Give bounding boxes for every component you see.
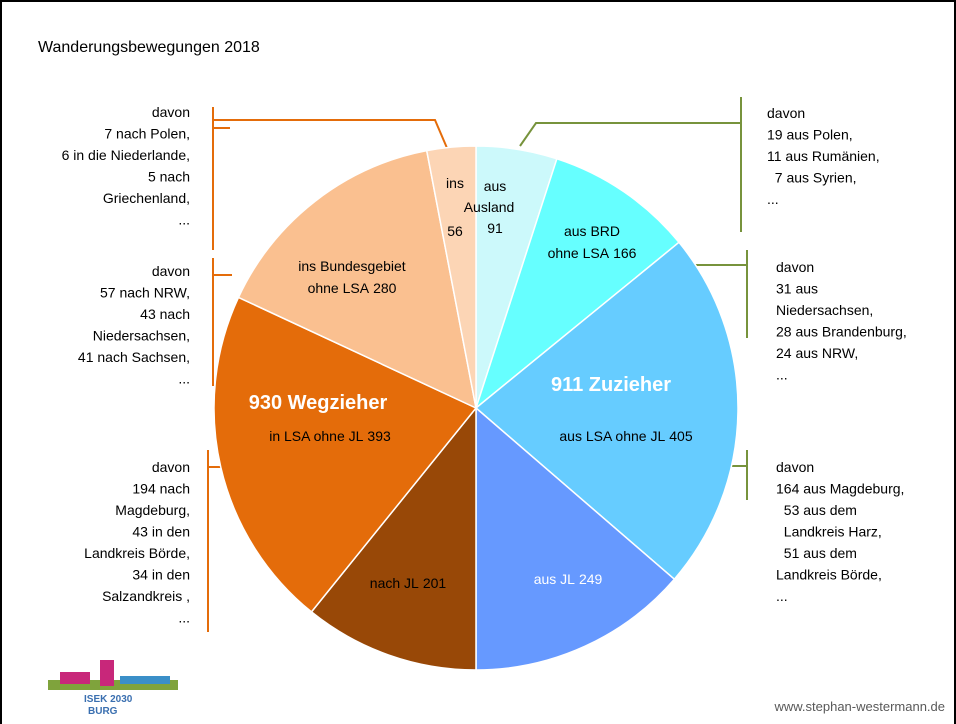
logo xyxy=(48,660,178,690)
group-title: 911 Zuzieher xyxy=(551,374,671,396)
annotation: 31 aus xyxy=(776,281,818,297)
annotation: davon xyxy=(776,259,814,275)
annotation: Magdeburg, xyxy=(115,502,190,518)
slice-label-text: nach JL xyxy=(370,575,419,591)
leader-lines xyxy=(207,97,748,632)
annotation: davon xyxy=(152,104,190,120)
slice-label: ins xyxy=(446,175,464,191)
annotation: 7 aus Syrien, xyxy=(767,170,857,186)
annotation: Salzandkreis , xyxy=(102,588,190,604)
slice-value: 166 xyxy=(613,245,637,261)
annotation: ... xyxy=(178,212,190,228)
slice-label-text: aus LSA ohne JL xyxy=(559,428,665,444)
slice-label-text: 56 xyxy=(447,223,463,239)
annotation: davon xyxy=(152,263,190,279)
slice-label: 91 xyxy=(487,220,503,236)
annotation: 24 aus NRW, xyxy=(776,345,858,361)
annotation: 34 in den xyxy=(132,567,190,583)
slice-label: in LSA ohne JL 393 xyxy=(269,428,391,444)
annotation: 164 aus Magdeburg, xyxy=(776,481,904,497)
pie-slice xyxy=(213,296,478,613)
slice-value: 280 xyxy=(373,280,397,296)
annotation: Niedersachsen, xyxy=(776,302,873,318)
slice-label: ohne LSA 280 xyxy=(308,280,397,296)
slice-value: 393 xyxy=(367,428,391,444)
annotation: 7 nach Polen, xyxy=(104,126,190,142)
annotation: ... xyxy=(776,588,788,604)
annotation: Landkreis Börde, xyxy=(776,567,882,583)
annotation: 194 nach xyxy=(132,481,190,497)
annotation: Landkreis Börde, xyxy=(84,545,190,561)
annotation: 28 aus Brandenburg, xyxy=(776,324,907,340)
slice-label: ins Bundesgebiet xyxy=(298,258,406,274)
slice-label: nach JL 201 xyxy=(370,575,447,591)
slice-label-text: in LSA ohne JL xyxy=(269,428,363,444)
slice-label: 56 xyxy=(447,223,463,239)
annotation: 11 aus Rumänien, xyxy=(767,148,880,164)
slice-label: aus BRD xyxy=(564,223,620,239)
slice-label-text: Ausland xyxy=(464,199,515,215)
annotation: Landkreis Harz, xyxy=(776,524,882,540)
annotation: ... xyxy=(776,367,788,383)
chart-title: Wanderungsbewegungen 2018 xyxy=(38,39,260,56)
annotation: 6 in die Niederlande, xyxy=(62,147,190,163)
pie-slice xyxy=(237,149,478,410)
slice-label: aus xyxy=(484,178,507,194)
slice-label: aus LSA ohne JL 405 xyxy=(559,428,692,444)
annotation: 41 nach Sachsen, xyxy=(78,349,190,365)
slice-label-text: 91 xyxy=(487,220,503,236)
slice-label: aus JL 249 xyxy=(534,571,603,587)
slice-label: ohne LSA 166 xyxy=(548,245,637,261)
pie-slice xyxy=(425,145,477,409)
pie-slice xyxy=(474,241,739,581)
slice-label-text: ins Bundesgebiet xyxy=(298,258,406,274)
annotation: Griechenland, xyxy=(103,190,190,206)
annotation: 43 in den xyxy=(132,524,190,540)
slice-label-text: ins xyxy=(446,175,464,191)
slice-value: 249 xyxy=(579,571,603,587)
annotation: ... xyxy=(767,191,779,207)
slice-value: 405 xyxy=(669,428,693,444)
slice-label-text: ohne LSA xyxy=(548,245,610,261)
slice-value: 201 xyxy=(423,575,447,591)
slice-label-text: aus BRD xyxy=(564,223,620,239)
pie-slice xyxy=(475,406,676,671)
slice-label: Ausland xyxy=(464,199,515,215)
slice-label-text: aus xyxy=(484,178,507,194)
footer: www.stephan-westermann.de xyxy=(773,699,945,714)
annotation: 53 aus dem xyxy=(776,502,857,518)
annotation: 57 nach NRW, xyxy=(100,285,190,301)
annotation: davon xyxy=(767,105,805,121)
slice-label-text: ohne LSA xyxy=(308,280,370,296)
pie-slice xyxy=(474,157,681,411)
annotation: 43 nach xyxy=(140,306,190,322)
logo-text: ISEK 2030 xyxy=(84,694,133,705)
logo-text: BURG xyxy=(88,706,118,717)
group-title: 930 Wegzieher xyxy=(249,392,388,414)
annotation: 19 aus Polen, xyxy=(767,127,853,143)
annotation: 5 nach xyxy=(148,169,190,185)
annotation: ... xyxy=(178,610,190,626)
annotation: davon xyxy=(776,459,814,475)
annotation: 51 aus dem xyxy=(776,545,857,561)
annotation: ... xyxy=(178,371,190,387)
slice-label-text: aus JL xyxy=(534,571,575,587)
annotation: Niedersachsen, xyxy=(93,328,190,344)
pie-slice xyxy=(310,405,477,671)
annotation: davon xyxy=(152,459,190,475)
